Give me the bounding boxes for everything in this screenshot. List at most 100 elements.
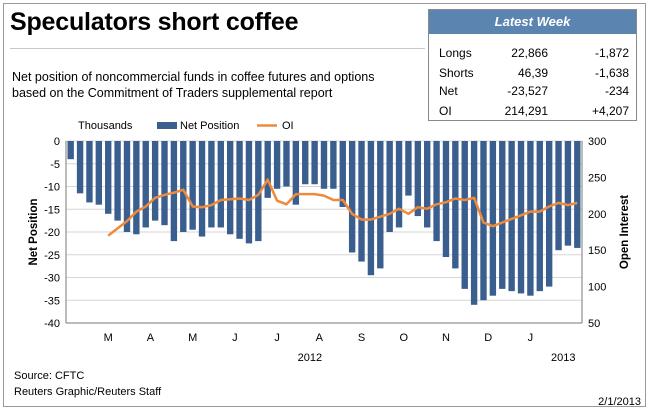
subtitle-line-2: based on the Commitment of Traders suppl… [12, 86, 333, 100]
net-position-bars [67, 141, 581, 305]
net-position-bar [302, 141, 309, 185]
net-position-bar [442, 141, 450, 258]
row-value: 214,291 [504, 104, 548, 118]
legend-net-position-label: Net Position [180, 120, 239, 132]
y2-tick-label: 300 [588, 136, 606, 148]
net-position-bar [339, 141, 346, 207]
x-tick-label: N [442, 332, 450, 344]
row-label: Longs [439, 46, 472, 60]
net-position-bar [273, 141, 281, 189]
y-tick-label: -30 [44, 273, 60, 285]
net-position-bar [208, 141, 215, 228]
net-position-bar [123, 141, 131, 232]
x-tick-label: A [316, 332, 324, 344]
x-tick-label: D [484, 332, 492, 344]
x-tick-label: J [528, 332, 534, 344]
net-position-bar [95, 141, 103, 205]
net-position-bar [236, 141, 243, 239]
y-tick-label: -35 [44, 295, 60, 307]
net-position-bar [489, 141, 497, 296]
x-tick-label: J [274, 332, 280, 344]
net-position-bar [226, 141, 234, 235]
legend-oi-label: OI [282, 120, 294, 132]
net-position-bar [151, 141, 159, 221]
net-position-bar [264, 141, 271, 198]
net-position-bar [395, 141, 403, 228]
row-change: -1,638 [594, 66, 629, 80]
net-position-bar [76, 141, 84, 194]
net-position-bar [377, 141, 384, 269]
legend-units: Thousands [78, 120, 133, 132]
latest-week-header: Latest Week [429, 10, 636, 34]
x-tick-label: M [104, 332, 113, 344]
row-label: Net [439, 84, 458, 98]
net-position-bar [114, 141, 121, 221]
x-tick-label: M [188, 332, 197, 344]
tick-labels: 0 -5 -10 -15 -20 -25 -30 -35 -40 300 250 200 150 100 5… [44, 136, 606, 364]
net-position-bar [133, 141, 140, 235]
row-value: -23,527 [507, 84, 548, 98]
net-position-bar [545, 141, 553, 287]
x-year-label: 2013 [551, 352, 575, 364]
net-position-bar [348, 141, 356, 253]
y-tick-label: -25 [44, 250, 60, 262]
y2-axis-label: Open Interest [619, 195, 631, 269]
net-position-bar [470, 141, 478, 305]
net-position-bar [198, 141, 206, 237]
subtitle-line-1: Net position of noncommercial funds in c… [12, 70, 375, 84]
x-tick-label: S [358, 332, 365, 344]
net-position-bar [517, 141, 525, 294]
row-value: 22,866 [511, 46, 548, 60]
net-position-bar [564, 141, 572, 246]
net-position-bar [292, 141, 300, 205]
net-position-bar [170, 141, 178, 242]
row-label: Shorts [439, 66, 474, 80]
row-change: -1,872 [594, 46, 629, 60]
y2-tick-label: 100 [588, 282, 606, 294]
net-position-bar [180, 141, 187, 232]
credit-note: Reuters Graphic/Reuters Staff [14, 386, 162, 398]
y2-tick-label: 250 [588, 172, 606, 184]
net-position-bar [105, 141, 112, 214]
y-tick-label: -15 [44, 204, 60, 216]
net-position-bar [536, 141, 543, 292]
y-tick-label: -40 [44, 318, 60, 330]
latest-week-row-longs: Longs 22,866 -1,872 [429, 43, 636, 63]
x-tick-label: O [399, 332, 408, 344]
x-year-label: 2012 [298, 352, 322, 364]
date-stamp: 2/1/2013 [598, 396, 641, 408]
source-note: Source: CFTC [14, 370, 85, 382]
y-tick-label: -20 [44, 227, 60, 239]
x-tick-label: A [147, 332, 155, 344]
latest-week-row-oi: OI 214,291 +4,207 [429, 101, 636, 121]
net-position-bar [508, 141, 515, 292]
y-tick-label: 0 [54, 136, 60, 148]
latest-week-row-net: Net -23,527 -234 [429, 81, 636, 101]
y-tick-label: -5 [50, 159, 60, 171]
row-change: -234 [604, 84, 629, 98]
net-position-bar [86, 141, 93, 203]
axes [65, 141, 583, 324]
net-position-bar [311, 141, 318, 185]
net-position-bar [452, 141, 459, 269]
net-position-bar [574, 141, 581, 248]
net-position-bar [424, 141, 431, 228]
net-position-bar [142, 141, 149, 228]
net-position-bar [161, 141, 168, 226]
x-tick-label: J [232, 332, 238, 344]
y2-tick-label: 150 [588, 245, 606, 257]
net-position-bar [499, 141, 506, 289]
net-position-bar [255, 141, 262, 242]
net-position-bar [414, 141, 422, 217]
row-change: +4,207 [591, 104, 629, 118]
oi-line [107, 178, 578, 237]
net-position-bar [67, 141, 74, 160]
row-value: 46,39 [517, 66, 548, 80]
net-position-bar [283, 141, 290, 187]
net-position-bar [461, 141, 468, 289]
y-tick-label: -10 [44, 182, 60, 194]
net-position-bar [320, 141, 328, 189]
chart-title: Speculators short coffee [10, 8, 299, 36]
net-position-bar [527, 141, 534, 296]
net-position-bar [367, 141, 375, 276]
